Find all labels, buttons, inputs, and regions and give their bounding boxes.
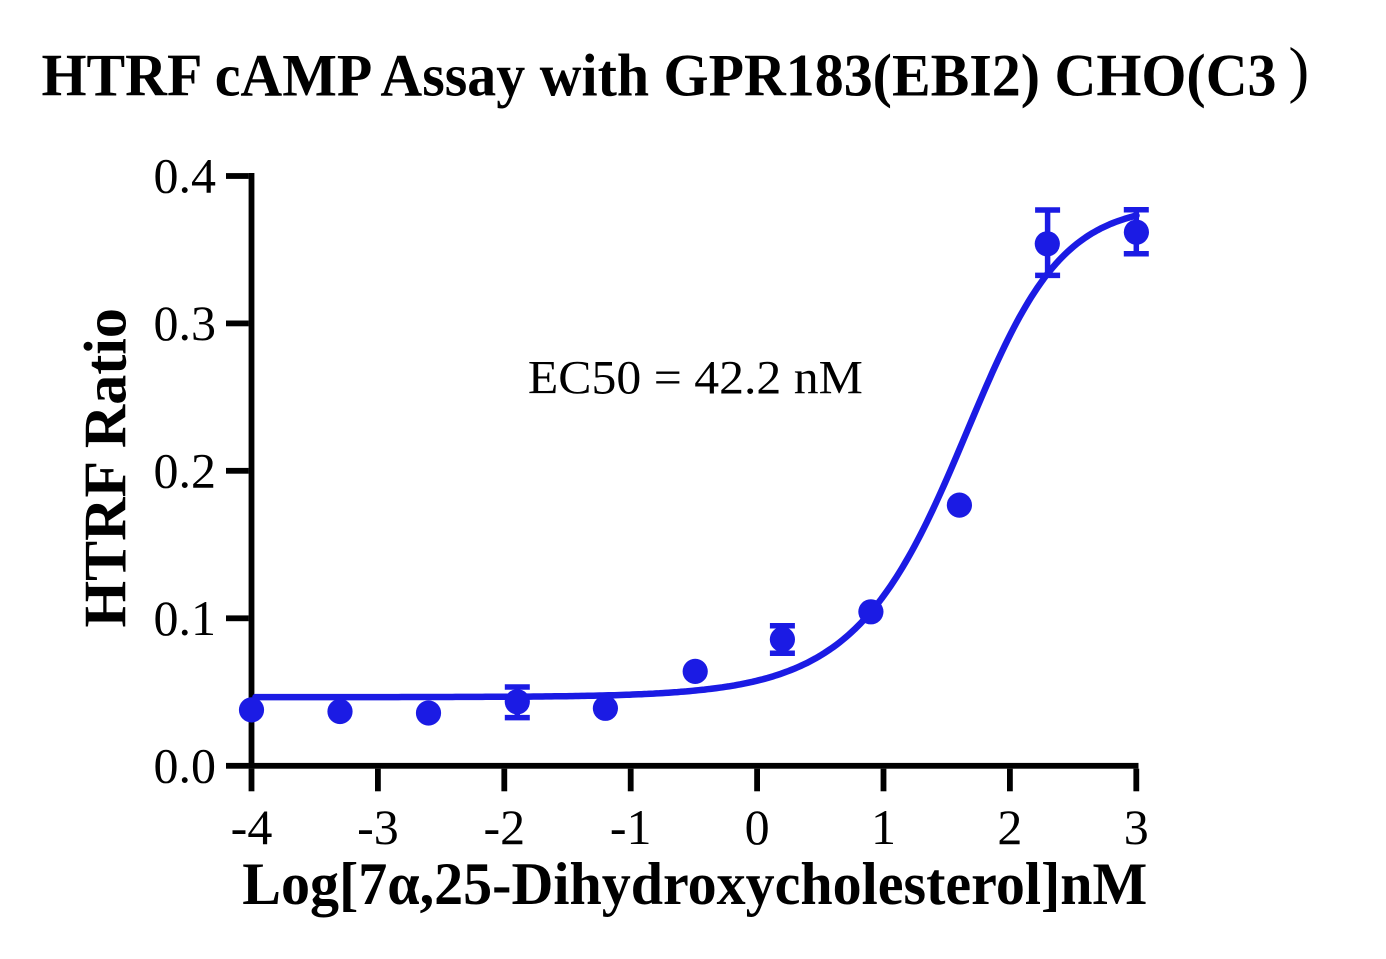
svg-text:EC50 = 42.2 nM: EC50 = 42.2 nM [528,351,863,404]
svg-text:Log[7α,25-Dihydroxycholesterol: Log[7α,25-Dihydroxycholesterol]nM [242,851,1147,917]
svg-text:1: 1 [871,799,896,855]
svg-text:3: 3 [1124,799,1149,855]
svg-text:-2: -2 [483,799,525,855]
svg-text:0.3: 0.3 [154,295,217,351]
svg-text:HTRF Ratio: HTRF Ratio [72,308,138,627]
svg-text:HTRF cAMP Assay with GPR183(EB: HTRF cAMP Assay with GPR183(EBI2) CHO(C3 [42,42,1277,108]
svg-text:-3: -3 [357,799,399,855]
svg-text:0.0: 0.0 [154,737,217,793]
svg-text:0: 0 [745,799,770,855]
svg-text:-4: -4 [231,799,273,855]
svg-text:): ) [1289,37,1310,105]
svg-text:2: 2 [997,799,1022,855]
svg-text:0.1: 0.1 [154,590,217,646]
svg-text:0.4: 0.4 [154,148,217,204]
svg-text:-1: -1 [610,799,652,855]
svg-text:0.2: 0.2 [154,442,217,498]
